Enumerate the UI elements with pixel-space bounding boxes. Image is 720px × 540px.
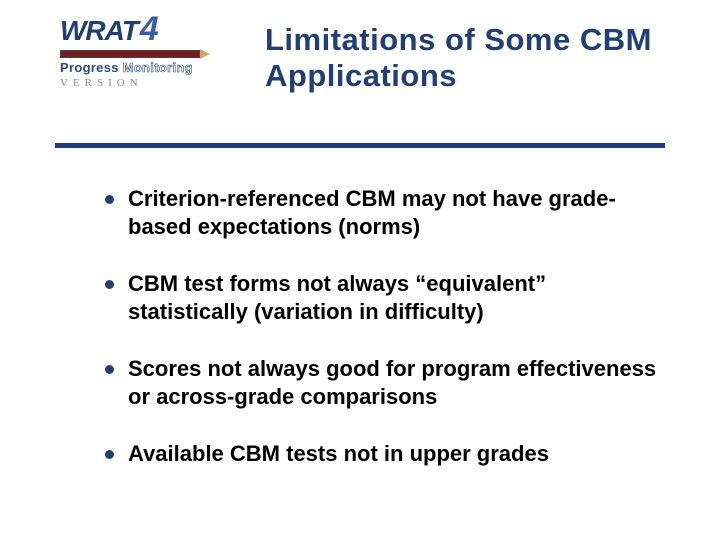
pencil-body: [60, 50, 200, 58]
bullet-text: CBM test forms not always “equivalent” s…: [128, 270, 660, 325]
list-item: CBM test forms not always “equivalent” s…: [105, 270, 660, 325]
bullet-icon: [105, 365, 114, 374]
list-item: Criterion-referenced CBM may not have gr…: [105, 185, 660, 240]
slide-title: Limitations of Some CBM Applications: [265, 22, 690, 93]
logo-version: VERSION: [60, 77, 215, 89]
bullet-text: Available CBM tests not in upper grades: [128, 440, 549, 468]
logo-wrat-text: WRAT: [60, 17, 138, 45]
bullet-text: Criterion-referenced CBM may not have gr…: [128, 185, 660, 240]
title-block: Limitations of Some CBM Applications: [215, 14, 690, 93]
bullet-icon: [105, 450, 114, 459]
logo-four: 4: [140, 14, 159, 45]
logo-monitoring: Monitoring: [123, 60, 193, 75]
list-item: Scores not always good for program effec…: [105, 355, 660, 410]
pencil-tip-icon: [200, 49, 210, 59]
logo-progress: Progress: [60, 60, 119, 75]
pencil-icon: [60, 49, 210, 59]
logo-progress-monitoring: Progress Monitoring: [60, 61, 215, 74]
bullet-icon: [105, 280, 114, 289]
bullet-icon: [105, 195, 114, 204]
list-item: Available CBM tests not in upper grades: [105, 440, 660, 468]
header-divider: [55, 143, 665, 148]
logo-wrat: WRAT 4: [60, 14, 215, 45]
logo-block: WRAT 4 Progress Monitoring VERSION: [60, 14, 215, 89]
slide: WRAT 4 Progress Monitoring VERSION Limit…: [0, 0, 720, 540]
bullet-list: Criterion-referenced CBM may not have gr…: [105, 185, 660, 498]
header-row: WRAT 4 Progress Monitoring VERSION Limit…: [0, 0, 720, 93]
bullet-text: Scores not always good for program effec…: [128, 355, 660, 410]
